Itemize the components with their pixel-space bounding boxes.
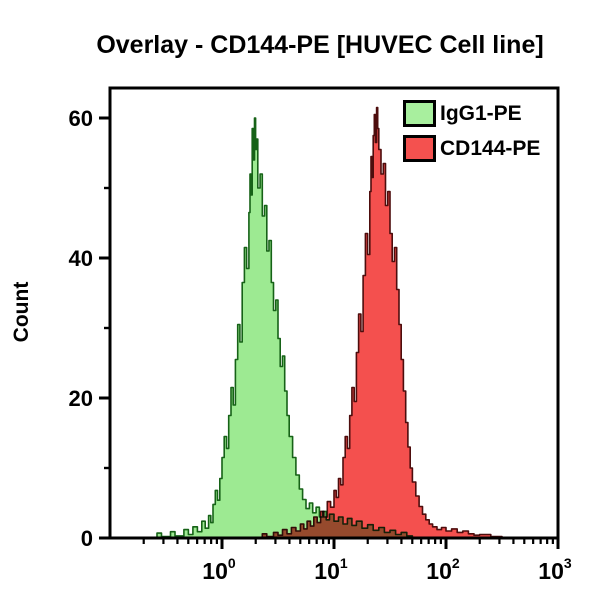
chart-title: Overlay - CD144-PE [HUVEC Cell line]	[96, 31, 544, 59]
y-tick-label: 0	[81, 526, 93, 551]
histogram-curves	[110, 106, 558, 538]
legend-item: CD144-PE	[403, 135, 540, 162]
y-tick-label: 60	[69, 106, 93, 131]
y-tick-label: 20	[69, 386, 93, 411]
histogram-cd144-pe	[110, 106, 558, 538]
legend-swatch-igg1-pe	[403, 100, 436, 127]
legend-label: CD144-PE	[440, 136, 541, 160]
x-tick-label: 101	[314, 555, 348, 584]
x-tick-label: 102	[426, 555, 460, 584]
legend-swatch-cd144-pe	[403, 135, 436, 162]
legend-item: IgG1-PE	[403, 100, 540, 127]
histogram-igg1-pe	[110, 117, 558, 538]
y-tick-label: 40	[69, 246, 93, 271]
legend: IgG1-PE CD144-PE	[403, 100, 540, 170]
legend-label: IgG1-PE	[440, 101, 522, 125]
x-tick-label: 100	[202, 555, 236, 584]
x-tick-label: 103	[538, 555, 572, 584]
